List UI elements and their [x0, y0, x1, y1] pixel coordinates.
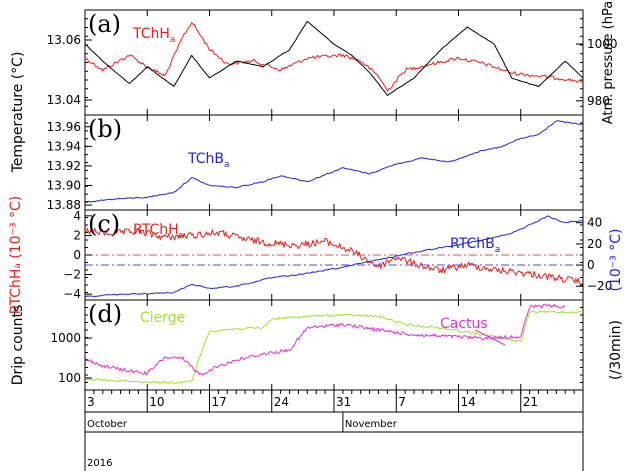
- ylabel-rtchh: RTChHₐ (10⁻³ °C): [8, 196, 24, 315]
- ytick-label-left-0-0: 13.06: [47, 33, 81, 47]
- series-line-0-1: [84, 20, 584, 96]
- series-label-2-0: RTChHa: [133, 222, 184, 241]
- panel-frame-1: [84, 114, 584, 211]
- xaxis-tick-label-6: 14: [461, 395, 476, 409]
- series-line-0-0: [84, 21, 584, 92]
- series-label-1-0: TChBa: [187, 151, 230, 170]
- ytick-label-left-1-3: 13.90: [47, 179, 81, 193]
- ytick-label-left-2-1: 2: [73, 228, 81, 242]
- ytick-label-right-0-1: 980: [587, 94, 610, 108]
- ytick-label-left-1-0: 13.96: [47, 120, 81, 134]
- series-label-3-1: Cactus: [440, 316, 488, 332]
- ytick-label-right-2-3: −20: [587, 279, 612, 293]
- ytick-label-left-2-2: 0: [73, 248, 81, 262]
- cactus-leader-line: [474, 329, 506, 346]
- series-line-3-1: [84, 303, 566, 376]
- xaxis-tick-label-2: 17: [212, 395, 227, 409]
- xaxis-year-label: 2016: [87, 458, 112, 469]
- xaxis-tick-label-7: 21: [523, 395, 538, 409]
- ytick-label-left-0-1: 13.04: [47, 93, 81, 107]
- ytick-label-left-1-2: 13.92: [47, 159, 81, 173]
- panel-letter-0: (a): [88, 10, 121, 38]
- series-label-subscript: a: [170, 35, 176, 45]
- ytick-label-left-3-1: 100: [58, 371, 81, 385]
- xaxis-tick-label-1: 10: [149, 395, 164, 409]
- ytick-label-left-3-0: 1000: [50, 331, 81, 345]
- series-label-3-0: Cierge: [140, 310, 185, 326]
- ytick-label-right-2-1: 20: [587, 237, 602, 251]
- ylabel-temperature: Temperature (°C): [10, 52, 26, 174]
- ylabel-atm-pressure: Atm. pressure (hPa): [601, 0, 616, 124]
- ylabel-per-30min: (/30min): [608, 320, 624, 380]
- ytick-label-right-2-0: 40: [587, 216, 602, 230]
- series-line-2-0: [84, 227, 584, 286]
- xaxis-tick-label-5: 7: [398, 395, 406, 409]
- panel-letter-3: (d): [88, 300, 122, 328]
- series-line-1-0: [84, 120, 584, 203]
- series-label-subscript: a: [495, 245, 501, 255]
- ytick-label-left-1-4: 13.88: [47, 198, 81, 212]
- ytick-label-left-2-3: −2: [63, 268, 81, 282]
- series-line-2-1: [84, 215, 584, 298]
- xaxis-tick-label-4: 31: [336, 395, 351, 409]
- ytick-label-left-1-1: 13.94: [47, 139, 81, 153]
- panel-letter-1: (b): [88, 115, 122, 143]
- series-label-2-1: RTChBa: [450, 236, 500, 255]
- ytick-label-left-2-0: 4: [73, 209, 81, 223]
- series-label-subscript: a: [224, 160, 230, 170]
- panel-letter-2: (c): [88, 210, 120, 238]
- ylabel-drip-counts: Drip counts: [10, 305, 26, 386]
- xaxis-tick-label-0: 3: [87, 395, 95, 409]
- series-label-subscript: a: [179, 231, 185, 241]
- ytick-label-right-0-0: 1000: [587, 37, 618, 51]
- series-label-0-0: TChHa: [132, 26, 175, 45]
- ytick-label-right-2-2: 0: [587, 258, 595, 272]
- xaxis-tick-label-3: 24: [274, 395, 289, 409]
- xaxis-month-label-0: October: [87, 419, 128, 430]
- xaxis-month-label-1: November: [345, 419, 398, 430]
- ylabel-rtchb: (10⁻³ °C): [608, 229, 624, 292]
- ytick-label-left-2-4: −4: [63, 287, 81, 301]
